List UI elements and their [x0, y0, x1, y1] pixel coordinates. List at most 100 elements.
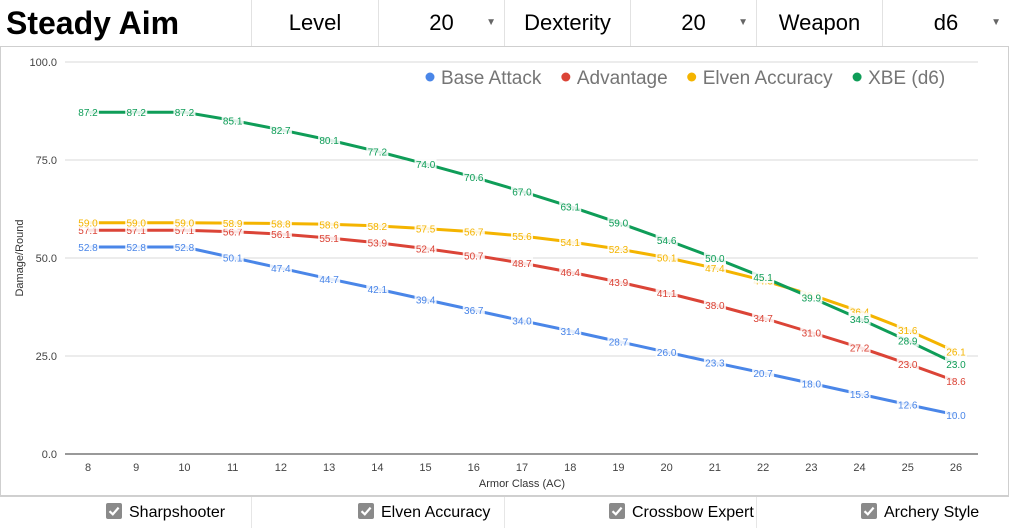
data-label-bg — [366, 282, 389, 295]
data-label-bg — [655, 251, 678, 264]
data-label: 74.0 — [416, 160, 436, 171]
data-label-bg — [848, 312, 871, 325]
checkbox-icon[interactable] — [106, 502, 122, 519]
data-label: 26.0 — [657, 348, 677, 359]
data-label-bg — [703, 252, 726, 264]
x-tick-label: 9 — [133, 462, 139, 474]
level-value: 20 — [429, 10, 454, 35]
x-tick-label: 13 — [323, 462, 335, 474]
legend-entry: Advantage — [577, 68, 668, 89]
x-tick-label: 17 — [516, 462, 528, 474]
data-label: 87.2 — [175, 108, 195, 119]
data-label-bg — [462, 249, 485, 262]
data-label-bg — [269, 217, 292, 230]
data-label-bg — [559, 200, 582, 213]
data-label-bg — [703, 262, 726, 275]
data-label: 56.7 — [464, 228, 484, 239]
data-label-bg — [703, 299, 726, 312]
data-label: 87.2 — [126, 108, 146, 119]
data-label-bg — [125, 241, 148, 254]
data-label: 43.9 — [609, 278, 629, 289]
data-label-bg — [414, 222, 437, 235]
y-tick-label: 0.0 — [42, 449, 57, 461]
data-label: 54.1 — [560, 238, 580, 249]
data-label-bg — [752, 271, 775, 284]
data-label-bg — [414, 293, 437, 306]
data-label: 18.6 — [946, 377, 966, 388]
dexterity-value: 20 — [681, 10, 706, 35]
data-label-bg — [318, 218, 341, 231]
x-tick-label: 23 — [805, 462, 817, 474]
data-label-bg — [752, 311, 775, 324]
checkbox-label: Archery Style — [884, 504, 980, 521]
y-tick-label: 25.0 — [36, 351, 57, 363]
checkbox-elven-accuracy[interactable]: Elven Accuracy — [252, 497, 505, 528]
level-select[interactable]: 20 ▼ — [379, 0, 505, 46]
y-tick-label: 100.0 — [29, 57, 57, 69]
chevron-down-icon: ▼ — [738, 17, 748, 28]
data-label: 50.7 — [464, 251, 484, 262]
data-label-bg — [655, 346, 678, 359]
data-label: 59.0 — [126, 219, 146, 230]
data-label-bg — [221, 114, 244, 127]
data-label-bg — [896, 357, 919, 370]
data-label: 54.6 — [657, 236, 677, 247]
data-label-bg — [511, 185, 533, 198]
weapon-label: Weapon — [757, 0, 883, 46]
data-label-bg — [269, 123, 292, 136]
data-label: 34.5 — [850, 315, 870, 326]
data-label-bg — [559, 235, 582, 248]
data-label: 50.0 — [705, 254, 725, 265]
checkbox-icon[interactable] — [358, 502, 374, 519]
chevron-down-icon: ▼ — [486, 17, 496, 28]
data-label-bg — [462, 225, 485, 238]
checkbox-archery-style[interactable]: Archery Style — [757, 497, 1009, 528]
data-label-bg — [414, 242, 437, 255]
y-axis-title: Damage/Round — [14, 219, 26, 296]
weapon-select[interactable]: d6 ▼ — [883, 0, 1009, 46]
x-tick-label: 19 — [612, 462, 624, 474]
data-label-bg — [800, 326, 823, 339]
data-label: 26.1 — [946, 348, 966, 359]
data-label: 67.0 — [512, 187, 532, 198]
data-label-bg — [559, 266, 582, 279]
page-title: Steady Aim — [0, 0, 252, 46]
x-tick-label: 14 — [371, 462, 383, 474]
x-tick-label: 24 — [853, 462, 865, 474]
data-label: 47.4 — [271, 264, 291, 275]
data-label-bg — [462, 171, 485, 184]
data-label-bg — [318, 134, 341, 147]
data-label: 59.0 — [609, 219, 629, 230]
data-label: 87.2 — [78, 108, 98, 119]
data-label: 20.7 — [753, 369, 773, 380]
data-label: 77.2 — [368, 147, 388, 158]
data-label: 45.1 — [753, 273, 773, 284]
series-line — [88, 228, 957, 383]
data-label-bg — [655, 233, 678, 246]
data-label-bg — [414, 157, 437, 170]
data-label-bg — [896, 324, 919, 337]
checkbox-sharpshooter[interactable]: Sharpshooter — [0, 497, 252, 528]
data-label-bg — [945, 375, 967, 388]
data-label-bg — [173, 241, 196, 254]
data-label: 34.0 — [512, 317, 532, 328]
data-label: 10.0 — [946, 411, 966, 422]
checkbox-icon[interactable] — [861, 502, 877, 519]
data-label: 52.8 — [78, 243, 98, 254]
dexterity-select[interactable]: 20 ▼ — [631, 0, 757, 46]
data-label: 34.7 — [753, 314, 773, 325]
data-label-bg — [221, 251, 244, 264]
checkbox-crossbow-expert[interactable]: Crossbow Expert — [505, 497, 757, 528]
data-label: 52.3 — [609, 245, 629, 256]
data-label: 31.0 — [802, 328, 822, 339]
legend-marker — [425, 72, 435, 82]
data-label-bg — [752, 366, 775, 379]
data-label: 38.0 — [705, 301, 725, 312]
data-label-bg — [945, 408, 967, 421]
chart-frame — [0, 46, 1009, 496]
data-label: 39.4 — [416, 296, 436, 307]
checkbox-icon[interactable] — [609, 502, 625, 519]
data-label-bg — [269, 262, 292, 275]
data-label-bg — [896, 398, 919, 411]
data-label: 57.1 — [126, 226, 146, 237]
